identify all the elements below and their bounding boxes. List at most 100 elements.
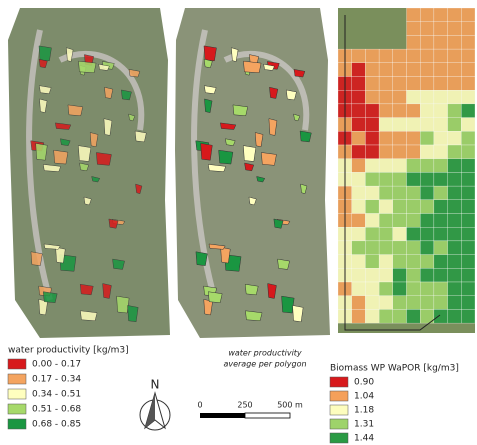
field (233, 105, 248, 116)
grid-cell (448, 49, 462, 63)
field (43, 292, 57, 303)
grid-cell (434, 186, 448, 200)
grid-cell (434, 200, 448, 214)
grid-cell (393, 186, 407, 200)
grid-cell (352, 104, 366, 118)
grid-cell (434, 145, 448, 159)
grid-cell (393, 159, 407, 173)
grid-cell (379, 77, 393, 91)
grid-cell (393, 131, 407, 145)
grid-cell (448, 282, 462, 296)
scale-label: 250 (237, 401, 252, 410)
field (121, 90, 131, 100)
grid-cell (461, 309, 475, 323)
field (196, 252, 207, 266)
grid-cell (407, 8, 421, 22)
grid-cell (407, 104, 421, 118)
grid-cell (434, 104, 448, 118)
legend-label: 0.90 (354, 378, 374, 388)
grid-cell (461, 77, 475, 91)
grid-cell (407, 255, 421, 269)
grid-cell (434, 63, 448, 77)
scale-segment (245, 413, 290, 418)
grid-cell (448, 309, 462, 323)
arrow-half (145, 393, 155, 428)
grid-cell (352, 90, 366, 104)
field (293, 305, 304, 321)
legend-swatch (8, 419, 26, 429)
legend-label: 0.51 - 0.68 (32, 405, 81, 415)
grid-cell (379, 90, 393, 104)
grid-cell (448, 145, 462, 159)
grid-cell (420, 255, 434, 269)
grid-cell (448, 268, 462, 282)
grid-cell (407, 172, 421, 186)
grid-cell (393, 200, 407, 214)
grid-cell (461, 296, 475, 310)
field (80, 311, 97, 321)
grid-cell (379, 227, 393, 241)
legend-swatch (330, 391, 348, 401)
grid-cell (379, 118, 393, 132)
field (208, 292, 222, 303)
grid-cell (461, 268, 475, 282)
grid-cell (365, 241, 379, 255)
grid-cell (461, 214, 475, 228)
grid-cell (420, 22, 434, 36)
grid-cell (407, 296, 421, 310)
grid-cell (379, 186, 393, 200)
legend-text: average per polygon (223, 360, 306, 369)
grid-cell (420, 227, 434, 241)
grid-cell (393, 255, 407, 269)
grid-cell (379, 200, 393, 214)
north-arrow: N (140, 378, 170, 431)
grid-cell (407, 49, 421, 63)
grid-cell (434, 118, 448, 132)
grid-cell (393, 172, 407, 186)
grid-cell (379, 309, 393, 323)
grid-cell (448, 8, 462, 22)
grid-cell (365, 296, 379, 310)
grid-cell (393, 145, 407, 159)
field (261, 152, 276, 165)
grid-cell (407, 22, 421, 36)
grid-cell (461, 131, 475, 145)
grid-cell (461, 145, 475, 159)
grid-cell (379, 104, 393, 118)
grid-cell (434, 77, 448, 91)
grid-cell (448, 227, 462, 241)
field (219, 150, 233, 164)
grid-cell (434, 282, 448, 296)
field (54, 150, 68, 164)
grid-cell (365, 186, 379, 200)
field (245, 284, 258, 295)
grid-cell (448, 90, 462, 104)
grid-cell (461, 255, 475, 269)
grid-cell (448, 118, 462, 132)
grid-cell (448, 200, 462, 214)
grid-cell (365, 49, 379, 63)
grid-cell (461, 241, 475, 255)
legend-swatch (8, 404, 26, 414)
grid-cell (352, 200, 366, 214)
grid-cell (434, 131, 448, 145)
grid-cell (420, 90, 434, 104)
grid-cell (379, 63, 393, 77)
field (68, 105, 83, 116)
grid-cell (407, 35, 421, 49)
grid-cell (365, 63, 379, 77)
legend-label: 1.44 (354, 434, 374, 444)
grid-cell (365, 282, 379, 296)
legend-label: 0.68 - 0.85 (32, 420, 81, 430)
grid-cell (420, 268, 434, 282)
grid-cell (352, 296, 366, 310)
field (243, 61, 261, 73)
grid-cell (365, 172, 379, 186)
field (243, 146, 255, 162)
grid-cell (434, 90, 448, 104)
scale-label: 0 (197, 401, 202, 410)
grid-cell (393, 309, 407, 323)
field (278, 259, 290, 269)
field (78, 61, 96, 73)
grid-cell (407, 200, 421, 214)
